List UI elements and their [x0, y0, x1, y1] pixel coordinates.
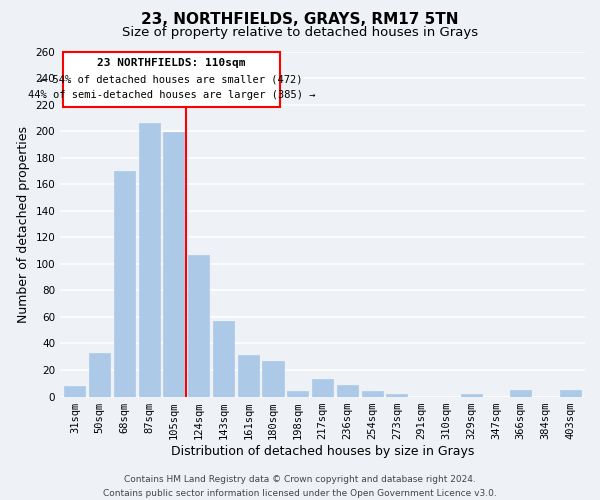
Bar — [163, 132, 184, 396]
Bar — [188, 254, 209, 396]
Bar — [461, 394, 482, 396]
X-axis label: Distribution of detached houses by size in Grays: Distribution of detached houses by size … — [171, 444, 474, 458]
Bar — [337, 384, 358, 396]
Y-axis label: Number of detached properties: Number of detached properties — [17, 126, 30, 322]
Bar — [386, 394, 407, 396]
FancyBboxPatch shape — [62, 52, 280, 107]
Bar — [213, 321, 234, 396]
Bar — [238, 356, 259, 397]
Text: 23 NORTHFIELDS: 110sqm: 23 NORTHFIELDS: 110sqm — [97, 58, 246, 68]
Text: Contains HM Land Registry data © Crown copyright and database right 2024.
Contai: Contains HM Land Registry data © Crown c… — [103, 476, 497, 498]
Bar — [262, 360, 284, 396]
Bar — [560, 390, 581, 396]
Bar — [510, 390, 531, 396]
Bar — [287, 392, 308, 396]
Bar — [362, 392, 383, 396]
Bar — [312, 380, 333, 396]
Bar — [114, 171, 135, 396]
Text: 44% of semi-detached houses are larger (385) →: 44% of semi-detached houses are larger (… — [28, 90, 315, 100]
Text: 23, NORTHFIELDS, GRAYS, RM17 5TN: 23, NORTHFIELDS, GRAYS, RM17 5TN — [141, 12, 459, 28]
Bar — [89, 353, 110, 397]
Text: ← 54% of detached houses are smaller (472): ← 54% of detached houses are smaller (47… — [40, 74, 303, 84]
Text: Size of property relative to detached houses in Grays: Size of property relative to detached ho… — [122, 26, 478, 39]
Bar — [139, 123, 160, 396]
Bar — [64, 386, 85, 396]
